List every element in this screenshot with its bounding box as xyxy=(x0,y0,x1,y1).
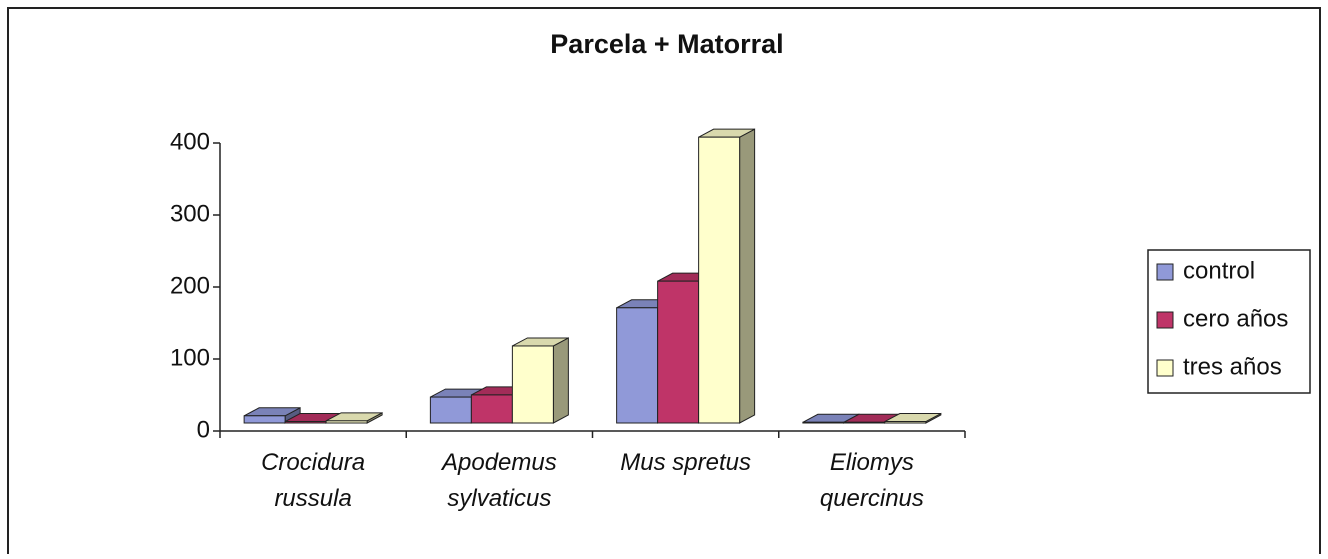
y-tick-label: 100 xyxy=(170,344,210,371)
y-tick-label: 0 xyxy=(197,416,210,443)
bar-side xyxy=(552,337,569,424)
x-tick-label: Apodemus sylvaticus xyxy=(440,449,557,512)
bar xyxy=(657,280,700,424)
x-tick-label: Mus spretus xyxy=(620,449,751,476)
bar xyxy=(698,136,741,424)
bar xyxy=(470,394,513,424)
legend-label: tres años xyxy=(1183,353,1282,380)
bar xyxy=(429,396,472,424)
bar xyxy=(325,420,368,424)
bar xyxy=(284,421,327,424)
y-tick-label: 300 xyxy=(170,200,210,227)
legend-swatch xyxy=(1156,263,1174,281)
bar xyxy=(802,421,845,424)
bar xyxy=(243,415,286,424)
legend-label: control xyxy=(1183,257,1255,284)
y-tick-label: 200 xyxy=(170,272,210,299)
bar xyxy=(884,421,927,424)
x-tick-label: Crocidura russula xyxy=(261,449,365,512)
bar xyxy=(616,307,659,424)
y-tick-label: 400 xyxy=(170,128,210,155)
legend-swatch xyxy=(1156,311,1174,329)
bar xyxy=(843,421,886,424)
legend-label: cero años xyxy=(1183,305,1288,332)
legend-box xyxy=(1147,249,1311,394)
bar xyxy=(511,345,554,424)
chart-title: Parcela + Matorral xyxy=(550,29,783,59)
bar-side xyxy=(739,128,756,424)
x-tick-label: Eliomys quercinus xyxy=(820,449,924,512)
legend-swatch xyxy=(1156,359,1174,377)
